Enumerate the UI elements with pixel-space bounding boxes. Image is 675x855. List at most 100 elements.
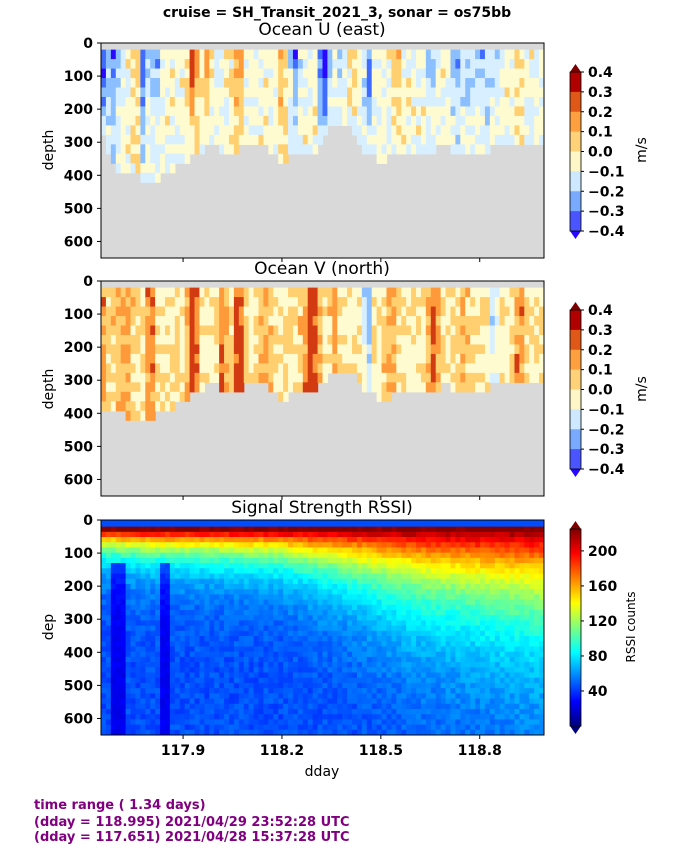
heatmap-cell (145, 153, 151, 164)
heatmap-cell (169, 537, 176, 543)
heatmap-cell (228, 547, 235, 554)
heatmap-cell (248, 583, 255, 590)
heatmap-cell (248, 563, 255, 569)
heatmap-cell (155, 115, 161, 126)
heatmap-cell (356, 78, 363, 89)
heatmap-cell (342, 96, 348, 108)
heatmap-cell (105, 96, 112, 108)
heatmap-cell (356, 630, 363, 637)
heatmap-cell (366, 636, 373, 642)
heatmap-cell (125, 557, 132, 564)
heatmap-cell (420, 568, 427, 575)
heatmap-cell (160, 372, 166, 383)
heatmap-cell (411, 599, 417, 606)
heatmap-cell (327, 646, 333, 653)
heatmap-cell (214, 682, 220, 689)
heatmap-cell (376, 620, 383, 627)
heatmap-cell (273, 526, 279, 533)
heatmap-cell (420, 96, 427, 108)
heatmap-cell (356, 625, 363, 632)
heatmap-cell (376, 542, 383, 549)
heatmap-cell (440, 372, 447, 383)
heatmap-cell (209, 583, 215, 590)
heatmap-cell (115, 531, 122, 538)
heatmap-cell (534, 334, 540, 346)
heatmap-cell (406, 87, 412, 98)
heatmap-cell (263, 325, 269, 336)
heatmap-cell (125, 344, 132, 355)
heatmap-cell (125, 615, 132, 621)
heatmap-cell (184, 599, 191, 606)
heatmap-cell (381, 615, 388, 621)
heatmap-cell (406, 96, 412, 108)
heatmap-cell (283, 568, 289, 575)
heatmap-cell (347, 662, 353, 668)
heatmap-cell (135, 625, 141, 632)
heatmap-cell (160, 698, 166, 705)
heatmap-cell (356, 557, 363, 564)
heatmap-cell (145, 49, 151, 60)
heatmap-cell (440, 68, 447, 79)
heatmap-cell (352, 568, 358, 575)
heatmap-cell (101, 287, 107, 298)
heatmap-cell (425, 641, 432, 648)
heatmap-cell (135, 708, 141, 715)
heatmap-cell (268, 325, 274, 336)
heatmap-cell (214, 667, 220, 674)
heatmap-cell (440, 363, 447, 374)
heatmap-cell (219, 297, 225, 308)
heatmap-cell (420, 552, 427, 559)
heatmap-cell (361, 68, 368, 79)
heatmap-cell (356, 583, 363, 590)
heatmap-cell (135, 401, 141, 412)
heatmap-cell (130, 719, 137, 726)
heatmap-cell (288, 662, 294, 668)
heatmap-cell (401, 526, 407, 533)
heatmap-cell (420, 87, 427, 98)
heatmap-cell (120, 573, 127, 580)
heatmap-cell (184, 96, 191, 108)
heatmap-cell (440, 708, 447, 715)
heatmap-cell (219, 604, 225, 611)
heatmap-cell (425, 656, 432, 663)
heatmap-cell (425, 552, 432, 559)
heatmap-cell (376, 325, 383, 336)
heatmap-cell (450, 344, 456, 355)
heatmap-cell (110, 353, 117, 364)
heatmap-cell (125, 714, 132, 720)
heatmap-cell (440, 688, 447, 694)
heatmap-cell (179, 688, 186, 694)
heatmap-cell (209, 306, 215, 317)
heatmap-cell (366, 662, 373, 668)
heatmap-cell (179, 316, 186, 327)
heatmap-cell (356, 115, 363, 126)
heatmap-cell (297, 636, 304, 642)
heatmap-cell (302, 729, 309, 735)
heatmap-cell (174, 693, 181, 700)
heatmap-cell (420, 698, 427, 705)
heatmap-cell (386, 537, 393, 543)
heatmap-cell (292, 134, 299, 145)
heatmap-cell (302, 682, 309, 689)
heatmap-cell (219, 667, 225, 674)
heatmap-cell (396, 714, 402, 720)
heatmap-cell (204, 719, 210, 726)
heatmap-cell (484, 363, 491, 374)
heatmap-cell (455, 589, 461, 595)
heatmap-cell (273, 144, 279, 155)
heatmap-cell (342, 708, 348, 715)
colorbar-tick-label: 0.1 (588, 363, 613, 379)
heatmap-cell (396, 615, 402, 621)
heatmap-cell (258, 719, 265, 726)
heatmap-cell (361, 703, 368, 710)
heatmap-cell (504, 297, 511, 308)
heatmap-cell (155, 144, 161, 155)
heatmap-cell (292, 589, 299, 595)
heatmap-cell (110, 363, 117, 374)
heatmap-cell (455, 144, 461, 155)
heatmap-cell (381, 589, 388, 595)
heatmap-cell (125, 656, 132, 663)
heatmap-cell (352, 594, 358, 601)
heatmap-cell (253, 297, 260, 308)
heatmap-cell (164, 526, 171, 533)
